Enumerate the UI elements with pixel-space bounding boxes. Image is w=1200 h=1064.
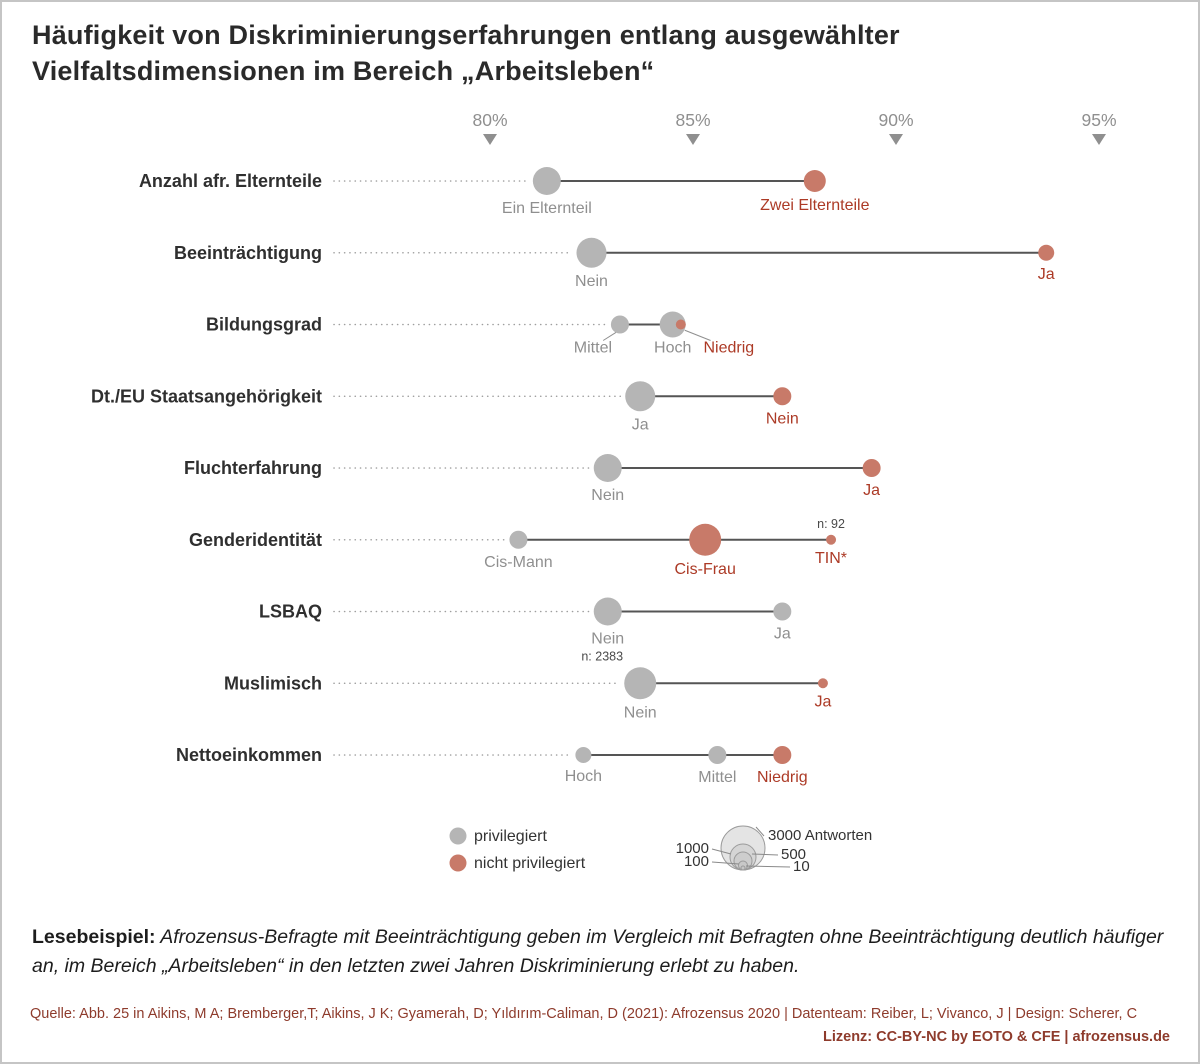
axis-tick-marker [686,134,700,145]
category-label: Muslimisch [224,673,322,693]
point-label: Niedrig [757,769,808,786]
data-point [773,746,792,764]
category-label: Genderidentität [189,530,322,550]
axis-tick-label: 80% [472,110,507,130]
category-label: LSBAQ [259,602,322,622]
size-legend-label: 3000 Antworten [768,827,872,844]
data-point [576,237,607,268]
point-label: Zwei Elternteile [760,197,869,214]
data-point [610,315,629,334]
data-point [817,678,828,689]
data-point [509,530,528,549]
size-legend-label: 500 [781,846,806,863]
axis-tick-marker [889,134,903,145]
license-line: Lizenz: CC-BY-NC by EOTO & CFE | afrozen… [823,1029,1170,1046]
size-legend-line [711,861,740,865]
data-point [773,602,792,621]
axis-tick-label: 85% [675,110,710,130]
data-point [862,459,881,477]
label-pointer-line [602,332,617,341]
size-legend-line [755,826,765,837]
page-title: Häufigkeit von Diskriminierungserfahrung… [32,18,1152,89]
size-legend-label: 100 [684,853,709,870]
point-annotation: n: 2383 [581,649,623,663]
category-label: Nettoeinkommen [176,745,322,765]
reading-example-label: Lesebeispiel: [32,926,156,948]
page-title-line1: Häufigkeit von Diskriminierungserfahrung… [32,20,900,50]
reading-example: Lesebeispiel: Afrozensus-Befragte mit Be… [32,923,1172,982]
point-label: Niedrig [703,340,754,357]
size-legend-label: 1000 [676,840,709,857]
source-line: Quelle: Abb. 25 in Aikins, M A; Bremberg… [30,1006,1138,1022]
point-label: Hoch [654,340,691,357]
size-legend-line [751,853,779,856]
point-label: Ja [632,416,649,433]
source-block: Quelle: Abb. 25 in Aikins, M A; Bremberg… [30,1004,1170,1048]
point-annotation: n: 92 [817,517,845,531]
data-point [593,454,622,482]
data-point [1038,244,1055,261]
axis-tick-marker [1092,134,1106,145]
point-label: Ja [1038,266,1055,283]
legend-label: privilegiert [474,828,547,845]
point-label: Ein Elternteil [502,200,592,217]
chart-canvas: 80% 85% 90% 95% Anzahl afr. Elternteile Ein E… [91,110,1117,875]
category-label: Beeinträchtigung [174,243,322,263]
axis-tick-label: 95% [1081,110,1116,130]
category-label: Fluchterfahrung [184,458,322,478]
point-label: TIN* [815,550,847,567]
data-point [675,319,686,330]
axis-tick-label: 90% [878,110,913,130]
point-label: Ja [814,693,831,710]
size-legend-circle [740,865,746,871]
point-label: Nein [575,273,608,290]
point-label: Nein [624,704,657,721]
data-point [826,534,837,545]
page-title-line2: Vielfaltsdimensionen im Bereich „Arbeits… [32,55,655,86]
data-point [593,597,622,626]
data-point [708,746,727,764]
data-point [803,170,826,192]
size-legend-label: 10 [793,858,810,875]
category-label: Anzahl afr. Elternteile [139,171,322,191]
data-point [625,381,656,412]
data-point [659,311,686,338]
point-label: Mittel [574,340,612,357]
legend-dot-not_privileged [449,854,467,872]
data-point [773,387,792,406]
data-point [624,667,657,700]
point-label: Cis-Mann [484,554,552,571]
point-label: Ja [774,626,791,643]
reading-example-text: Afrozensus-Befragte mit Beeinträchtigung… [32,926,1164,978]
category-label: Bildungsgrad [206,315,322,335]
point-label: Nein [591,631,624,648]
point-label: Cis-Frau [675,561,736,578]
legend-label: nicht privilegiert [474,855,586,872]
size-legend-line [711,848,732,855]
point-label: Nein [766,410,799,427]
legend-dot-privileged [449,827,467,845]
point-label: Hoch [565,768,602,785]
point-label: Nein [591,487,624,504]
size-legend-line [745,865,791,868]
data-point [575,747,592,763]
category-label: Dt./EU Staatsangehörigkeit [91,386,322,406]
axis-tick-marker [483,134,497,145]
point-label: Mittel [698,769,736,786]
label-pointer-line [684,329,711,341]
data-point [689,523,722,556]
point-label: Ja [863,482,880,499]
data-point [532,167,561,195]
